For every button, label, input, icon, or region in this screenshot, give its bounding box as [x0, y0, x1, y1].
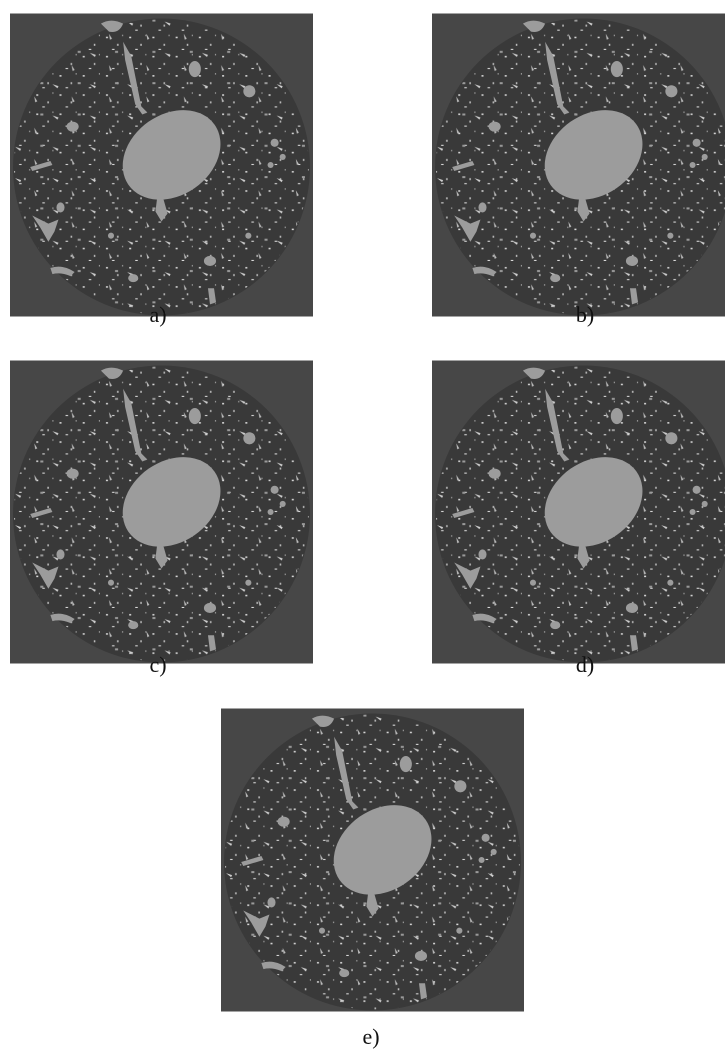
ct-image — [10, 358, 313, 666]
ct-image — [432, 12, 725, 318]
ct-slice — [432, 358, 725, 666]
panel-label: a) — [128, 302, 188, 328]
ct-image — [432, 358, 725, 666]
panel-label: e) — [341, 1024, 401, 1050]
panel-label: d) — [555, 652, 615, 678]
ct-slice — [10, 12, 313, 318]
panel-label: b) — [555, 302, 615, 328]
ct-image — [10, 12, 313, 318]
ct-image — [221, 707, 524, 1013]
ct-slice — [432, 12, 725, 318]
figure-page: a) b) c) d) e) (() => { const data = JSO… — [0, 0, 725, 1052]
panel-label: c) — [128, 652, 188, 678]
ct-slice — [10, 358, 313, 666]
ct-slice — [221, 707, 524, 1013]
